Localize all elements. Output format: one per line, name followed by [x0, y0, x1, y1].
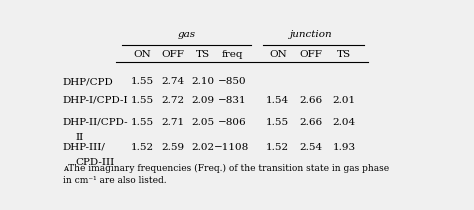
- Text: DHP-III/: DHP-III/: [63, 143, 106, 152]
- Text: −831: −831: [218, 96, 246, 105]
- Text: ᴀThe imaginary frequencies (Freq.) of the transition state in gas phase: ᴀThe imaginary frequencies (Freq.) of th…: [63, 164, 389, 173]
- Text: 2.54: 2.54: [299, 143, 322, 152]
- Text: TS: TS: [337, 50, 351, 59]
- Text: gas: gas: [178, 30, 196, 39]
- Text: 2.01: 2.01: [332, 96, 356, 105]
- Text: 2.66: 2.66: [299, 118, 322, 127]
- Text: 2.10: 2.10: [191, 77, 214, 86]
- Text: DHP/CPD: DHP/CPD: [63, 77, 114, 86]
- Text: DHP-II/CPD-: DHP-II/CPD-: [63, 118, 128, 127]
- Text: 2.66: 2.66: [299, 96, 322, 105]
- Text: ON: ON: [269, 50, 287, 59]
- Text: junction: junction: [290, 30, 332, 39]
- Text: II: II: [76, 133, 84, 142]
- Text: 2.59: 2.59: [162, 143, 185, 152]
- Text: 1.55: 1.55: [130, 96, 154, 105]
- Text: 1.52: 1.52: [266, 143, 290, 152]
- Text: 1.55: 1.55: [130, 77, 154, 86]
- Text: CPD-III: CPD-III: [76, 158, 115, 167]
- Text: OFF: OFF: [300, 50, 322, 59]
- Text: freq: freq: [221, 50, 243, 59]
- Text: ON: ON: [133, 50, 151, 59]
- Text: −806: −806: [218, 118, 246, 127]
- Text: 1.93: 1.93: [332, 143, 356, 152]
- Text: 2.05: 2.05: [191, 118, 214, 127]
- Text: 1.54: 1.54: [266, 96, 290, 105]
- Text: 1.52: 1.52: [130, 143, 154, 152]
- Text: −850: −850: [218, 77, 246, 86]
- Text: TS: TS: [195, 50, 210, 59]
- Text: −1108: −1108: [214, 143, 249, 152]
- Text: 2.74: 2.74: [162, 77, 185, 86]
- Text: 2.72: 2.72: [162, 96, 185, 105]
- Text: 1.55: 1.55: [130, 118, 154, 127]
- Text: 1.55: 1.55: [266, 118, 290, 127]
- Text: OFF: OFF: [162, 50, 184, 59]
- Text: 2.09: 2.09: [191, 96, 214, 105]
- Text: 2.02: 2.02: [191, 143, 214, 152]
- Text: 2.71: 2.71: [162, 118, 185, 127]
- Text: DHP-I/CPD-I: DHP-I/CPD-I: [63, 96, 128, 105]
- Text: in cm⁻¹ are also listed.: in cm⁻¹ are also listed.: [63, 176, 166, 185]
- Text: 2.04: 2.04: [332, 118, 356, 127]
